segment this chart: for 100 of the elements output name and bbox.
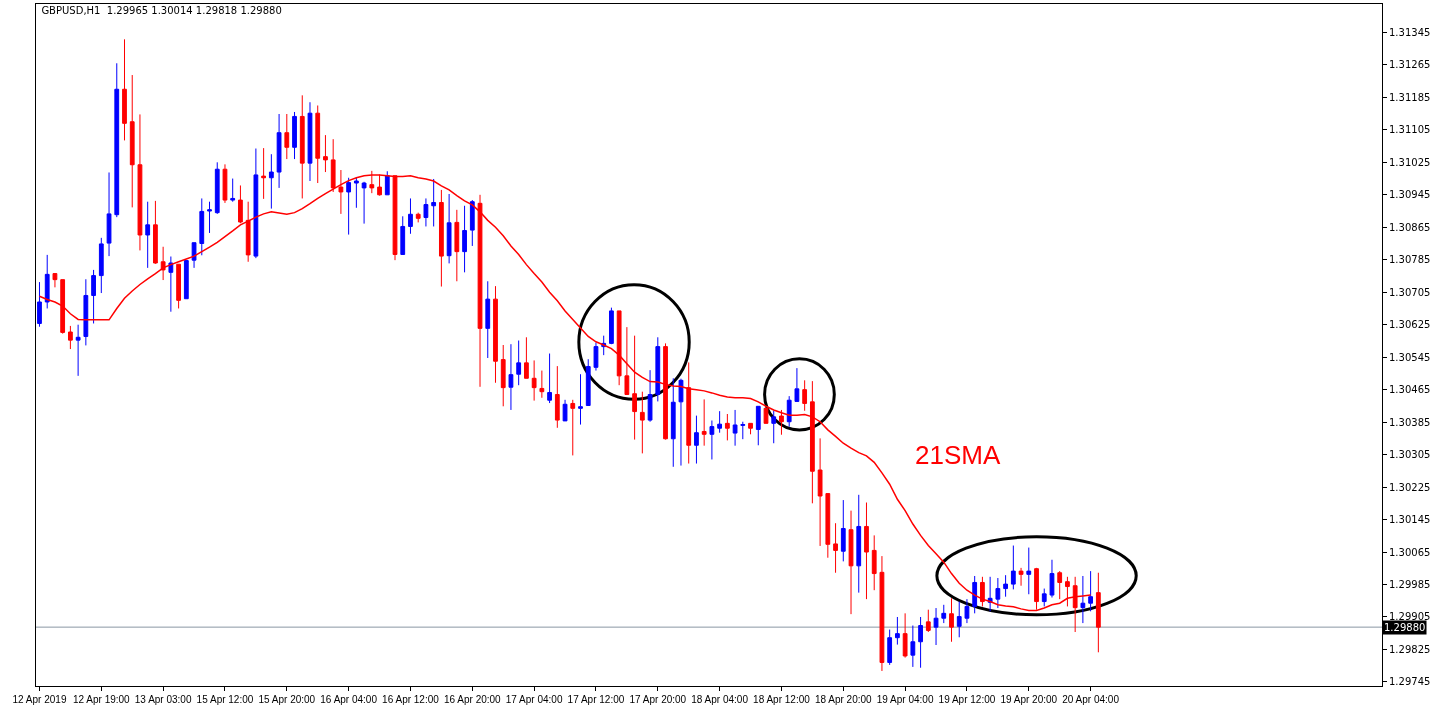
candlestick (516, 340, 522, 386)
candlestick (1049, 559, 1055, 598)
y-tick-label: 1.29745 (1389, 676, 1431, 688)
candlestick (833, 522, 838, 574)
y-tick-label: 1.30945 (1389, 189, 1431, 201)
candlestick (1018, 567, 1024, 587)
candlestick (137, 113, 143, 251)
candlestick (724, 413, 730, 441)
candlestick (508, 343, 514, 411)
candlestick (176, 263, 181, 309)
candlestick (245, 201, 251, 263)
candlestick (624, 326, 630, 396)
candlestick (941, 604, 947, 624)
candlestick (214, 161, 220, 215)
candlestick (740, 421, 746, 440)
y-tick-label: 1.31265 (1389, 59, 1431, 71)
candlestick (655, 336, 661, 402)
candlestick (129, 74, 135, 208)
candlestick (887, 629, 893, 666)
y-tick-label: 1.30545 (1389, 351, 1431, 363)
candlestick (918, 616, 923, 669)
candlestick (500, 344, 506, 407)
chart-title: GBPUSD,H1 1.29965 1.30014 1.29818 1.29880 (41, 5, 282, 17)
candlestick (895, 616, 900, 646)
candlestick (292, 111, 297, 160)
candlestick (864, 502, 869, 600)
candlestick (663, 342, 668, 441)
y-tick-label: 1.30705 (1389, 286, 1431, 298)
candlestick (554, 365, 560, 429)
candlestick (493, 285, 498, 384)
candlestick (122, 38, 127, 141)
x-tick-label: 13 Apr 03:00 (134, 694, 192, 705)
candlestick (717, 410, 723, 434)
candlestick (346, 177, 352, 236)
candlestick (145, 201, 151, 269)
y-tick-label: 1.30865 (1389, 221, 1431, 233)
candlestick (261, 147, 267, 200)
x-tick-label: 16 Apr 20:00 (443, 694, 502, 705)
candlestick (609, 307, 614, 345)
candlestick (925, 609, 931, 633)
candlestick (933, 607, 939, 646)
x-tick-label: 12 Apr 19:00 (72, 694, 131, 705)
candlestick (578, 373, 583, 426)
candlestick (168, 256, 174, 313)
candlestick (848, 510, 854, 615)
x-tick-label: 15 Apr 20:00 (258, 694, 316, 705)
candlestick (353, 177, 359, 209)
candlestick (52, 273, 58, 288)
candlestick (817, 437, 823, 547)
x-tick-label: 18 Apr 04:00 (691, 694, 749, 705)
candlestick (771, 410, 777, 444)
candlestick (91, 269, 96, 324)
x-tick-label: 16 Apr 12:00 (382, 694, 440, 705)
x-tick-label: 18 Apr 12:00 (753, 694, 811, 705)
candlestick (1080, 575, 1086, 624)
candlestick (230, 178, 236, 203)
candlestick (949, 597, 954, 643)
candlestick (593, 342, 599, 372)
y-tick-label: 1.30465 (1389, 384, 1431, 396)
x-tick-label: 17 Apr 12:00 (567, 694, 625, 705)
candlestick (462, 205, 467, 273)
candlestick (207, 201, 212, 234)
candlestick (60, 279, 66, 335)
candlestick (1095, 572, 1101, 653)
candlestick (438, 189, 444, 288)
candlestick (539, 370, 545, 399)
candlestick (446, 193, 452, 264)
candlestick (98, 237, 104, 294)
candlestick (562, 399, 568, 422)
candlestick (809, 380, 815, 504)
candlestick (1041, 588, 1047, 607)
candlestick (585, 358, 591, 406)
candlestick (222, 163, 228, 204)
y-tick-label: 1.30065 (1389, 546, 1431, 558)
candlestick (1088, 570, 1094, 612)
y-tick-label: 1.30785 (1389, 254, 1431, 266)
y-tick-label: 1.29905 (1389, 611, 1431, 623)
candlestick (1003, 574, 1008, 598)
candlestick (183, 260, 189, 300)
candlestick (454, 209, 460, 282)
candlestick (856, 494, 862, 594)
candlestick (694, 415, 699, 465)
y-tick-label: 1.30385 (1389, 416, 1431, 428)
candlestick (284, 113, 290, 160)
y-tick-label: 1.30225 (1389, 481, 1431, 493)
candlestick (678, 378, 684, 467)
candlestick (299, 94, 305, 199)
candlestick (570, 399, 576, 456)
candlestick (995, 577, 1001, 609)
candlestick (647, 369, 653, 423)
candlestick (632, 335, 637, 441)
candlestick (253, 148, 259, 259)
candlestick (415, 212, 421, 223)
candlestick (910, 625, 916, 668)
candlestick (37, 281, 42, 328)
candlestick (238, 184, 243, 224)
candlestick (384, 170, 390, 196)
candlestick (199, 197, 205, 256)
y-tick-label: 1.29825 (1389, 643, 1431, 655)
candlestick (686, 361, 692, 465)
